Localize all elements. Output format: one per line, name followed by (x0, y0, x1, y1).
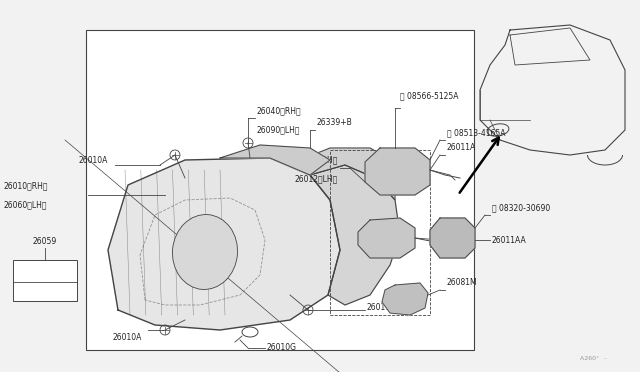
Text: 26081M: 26081M (447, 278, 477, 287)
Bar (86, 30, 474, 350)
Polygon shape (108, 158, 340, 330)
Polygon shape (365, 148, 430, 195)
Polygon shape (300, 148, 395, 200)
Text: 26010A: 26010A (79, 155, 108, 164)
Text: 26060〈LH〉: 26060〈LH〉 (3, 200, 47, 209)
Text: 26040〈RH〉: 26040〈RH〉 (257, 106, 301, 115)
Text: Ⓑ 08566-5125A: Ⓑ 08566-5125A (400, 91, 458, 100)
Bar (13, 260, 77, 301)
Bar (330, 150, 430, 315)
Text: 26090〈LH〉: 26090〈LH〉 (257, 125, 301, 134)
Text: 26012〈LH〉: 26012〈LH〉 (295, 174, 338, 183)
Text: 26010〈RH〉: 26010〈RH〉 (3, 181, 47, 190)
Text: Ⓢ 08320-30690: Ⓢ 08320-30690 (492, 203, 550, 212)
Text: 26010A: 26010A (113, 333, 142, 342)
Text: 26011A: 26011A (447, 143, 476, 152)
Polygon shape (382, 283, 428, 315)
Polygon shape (430, 218, 475, 258)
Polygon shape (220, 145, 330, 175)
Text: 26011〈RH〉: 26011〈RH〉 (294, 155, 338, 164)
Text: Ⓑ 08513-4165A: Ⓑ 08513-4165A (447, 128, 506, 137)
Text: 26010A: 26010A (367, 304, 396, 312)
Text: 26010G: 26010G (267, 343, 297, 353)
Text: 26059: 26059 (33, 237, 57, 246)
Polygon shape (358, 218, 415, 258)
Text: A260°  ··: A260° ·· (580, 356, 607, 360)
Ellipse shape (172, 215, 237, 289)
Polygon shape (310, 165, 400, 305)
Text: 26011AA: 26011AA (492, 235, 527, 244)
Text: 26339+B: 26339+B (317, 118, 353, 127)
